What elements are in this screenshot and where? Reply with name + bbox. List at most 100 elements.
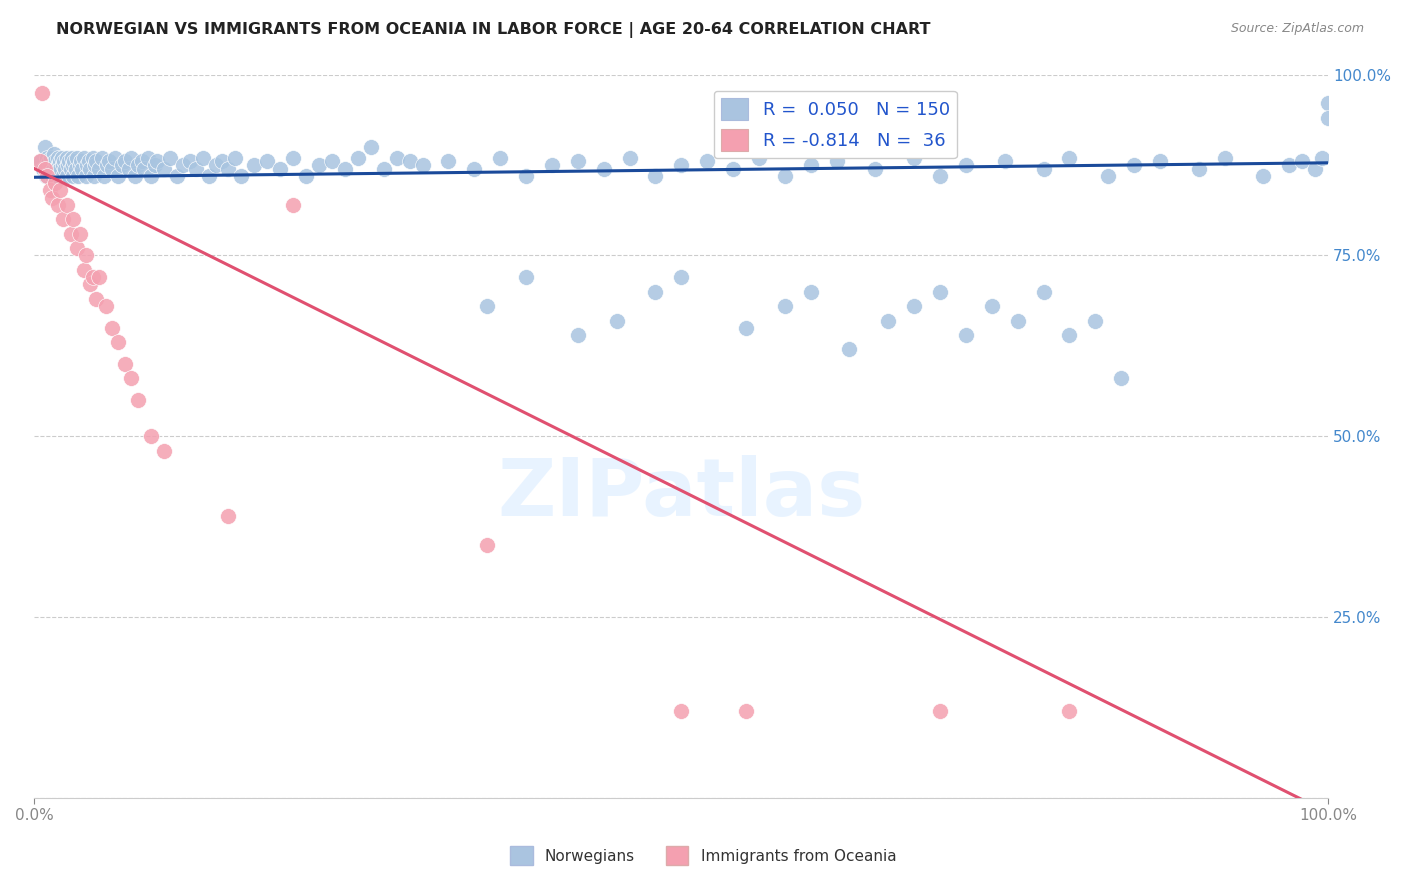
Point [1059,328,1081,343]
Point [139,429,162,443]
Point [166,169,188,183]
Point [31,86,53,100]
Point [773,169,796,183]
Point [269,161,291,176]
Point [53,154,76,169]
Point [644,285,666,299]
Point [45,161,67,176]
Point [52,212,75,227]
Point [1084,313,1107,327]
Point [184,161,207,176]
Point [838,343,860,357]
Point [477,538,499,552]
Point [46,169,69,183]
Point [825,154,848,169]
Point [929,704,952,718]
Point [385,151,408,165]
Point [38,183,60,197]
Point [37,158,59,172]
Point [65,161,87,176]
Point [34,161,56,176]
Point [55,198,77,212]
Point [69,158,91,172]
Point [489,151,512,165]
Point [72,263,94,277]
Point [59,161,82,176]
Point [34,140,56,154]
Point [308,158,330,172]
Point [800,158,823,172]
Point [75,169,97,183]
Point [1213,151,1236,165]
Point [333,161,356,176]
Point [800,285,823,299]
Point [101,161,124,176]
Point [75,248,97,262]
Point [146,154,169,169]
Point [929,285,952,299]
Point [101,320,124,334]
Point [70,154,93,169]
Point [87,270,110,285]
Point [46,151,69,165]
Point [37,151,59,165]
Point [127,158,149,172]
Point [1109,371,1132,385]
Point [929,169,952,183]
Point [243,158,266,172]
Point [48,158,70,172]
Point [172,158,194,172]
Point [735,320,758,334]
Point [66,241,89,255]
Point [955,158,977,172]
Point [41,169,63,183]
Point [82,151,104,165]
Point [49,183,72,197]
Point [980,299,1002,313]
Point [62,212,84,227]
Point [1123,158,1146,172]
Point [107,169,129,183]
Point [865,161,887,176]
Point [56,158,79,172]
Point [118,161,141,176]
Point [281,151,304,165]
Point [84,158,107,172]
Point [30,154,52,169]
Point [55,161,77,176]
Point [1278,158,1301,172]
Point [955,328,977,343]
Text: ZIPatlas: ZIPatlas [498,455,865,533]
Point [1097,169,1119,183]
Point [231,169,253,183]
Point [295,169,318,183]
Point [58,154,80,169]
Point [114,357,136,371]
Point [671,158,693,172]
Point [42,147,65,161]
Point [72,151,94,165]
Point [62,169,84,183]
Point [49,161,72,176]
Point [44,176,66,190]
Point [1291,154,1313,169]
Point [51,151,73,165]
Point [696,154,718,169]
Point [90,151,112,165]
Point [412,158,434,172]
Point [37,169,59,183]
Point [224,151,246,165]
Point [1317,96,1340,111]
Point [131,154,153,169]
Point [42,158,65,172]
Point [1253,169,1275,183]
Point [437,154,460,169]
Point [127,393,149,408]
Point [541,158,564,172]
Point [77,154,100,169]
Point [671,270,693,285]
Point [120,151,142,165]
Point [66,151,89,165]
Point [360,140,382,154]
Point [79,277,101,292]
